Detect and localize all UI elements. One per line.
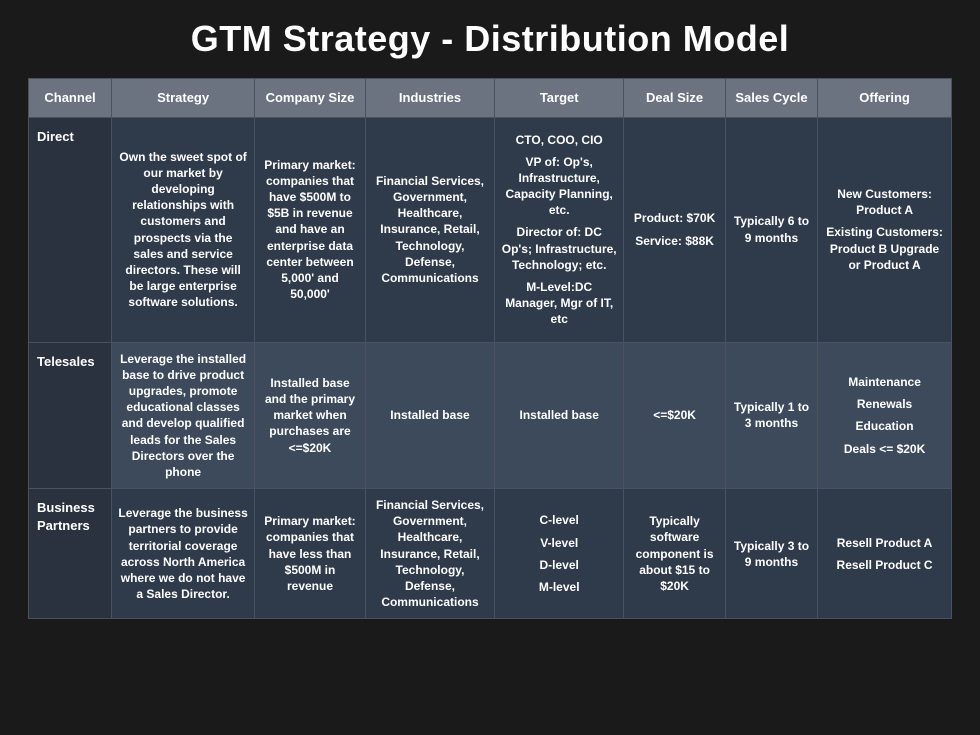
cell-company: Installed base and the primary market wh… (255, 342, 366, 489)
cell-strategy: Own the sweet spot of our market by deve… (112, 117, 255, 342)
col-industries: Industries (365, 79, 494, 118)
cell-strategy: Leverage the installed base to drive pro… (112, 342, 255, 489)
table-row: TelesalesLeverage the installed base to … (29, 342, 952, 489)
col-channel: Channel (29, 79, 112, 118)
cell-target: CTO, COO, CIOVP of: Op's, Infrastructure… (495, 117, 624, 342)
cell-company: Primary market: companies that have $500… (255, 117, 366, 342)
distribution-table: Channel Strategy Company Size Industries… (28, 78, 952, 619)
table-row: Business PartnersLeverage the business p… (29, 489, 952, 619)
cell-industries: Installed base (365, 342, 494, 489)
cell-channel: Business Partners (29, 489, 112, 619)
cell-industries: Financial Services, Government, Healthca… (365, 117, 494, 342)
table-header-row: Channel Strategy Company Size Industries… (29, 79, 952, 118)
cell-deal: Typically software component is about $1… (624, 489, 726, 619)
cell-offering: MaintenanceRenewalsEducationDeals <= $20… (818, 342, 952, 489)
cell-channel: Telesales (29, 342, 112, 489)
cell-deal: <=$20K (624, 342, 726, 489)
cell-offering: Resell Product AResell Product C (818, 489, 952, 619)
cell-strategy: Leverage the business partners to provid… (112, 489, 255, 619)
cell-cycle: Typically 1 to 3 months (725, 342, 817, 489)
page-title: GTM Strategy - Distribution Model (28, 18, 952, 60)
table-row: DirectOwn the sweet spot of our market b… (29, 117, 952, 342)
col-strategy: Strategy (112, 79, 255, 118)
cell-target: Installed base (495, 342, 624, 489)
cell-cycle: Typically 3 to 9 months (725, 489, 817, 619)
table-body: DirectOwn the sweet spot of our market b… (29, 117, 952, 619)
col-deal: Deal Size (624, 79, 726, 118)
cell-industries: Financial Services, Government, Healthca… (365, 489, 494, 619)
cell-company: Primary market: companies that have less… (255, 489, 366, 619)
cell-channel: Direct (29, 117, 112, 342)
col-cycle: Sales Cycle (725, 79, 817, 118)
col-company: Company Size (255, 79, 366, 118)
cell-deal: Product: $70KService: $88K (624, 117, 726, 342)
cell-offering: New Customers: Product AExisting Custome… (818, 117, 952, 342)
cell-target: C-levelV-levelD-levelM-level (495, 489, 624, 619)
col-offering: Offering (818, 79, 952, 118)
cell-cycle: Typically 6 to 9 months (725, 117, 817, 342)
col-target: Target (495, 79, 624, 118)
